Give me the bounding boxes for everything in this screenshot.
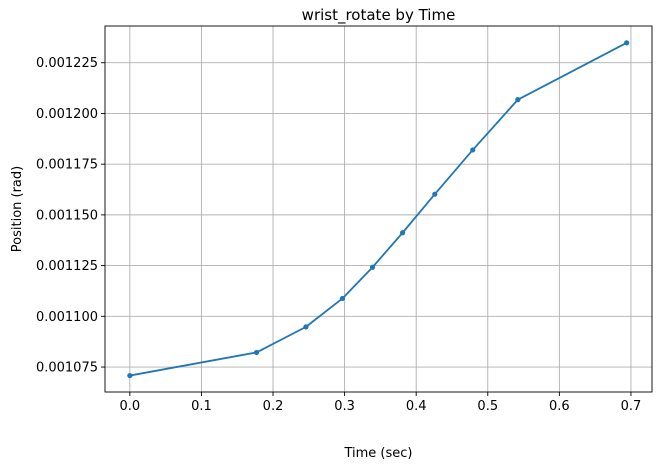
- x-axis-label: Time (sec): [343, 446, 412, 461]
- x-tick-label: 0.0: [119, 399, 140, 414]
- axis-ticks: 0.0 0.1 0.2 0.3 0.4 0.5 0.6 0.7 0.001075 0.001100…: [36, 56, 641, 414]
- series-group: [127, 40, 630, 379]
- data-point: [515, 97, 521, 103]
- chart-title: wrist_rotate by Time: [302, 6, 456, 25]
- x-tick-label: 0.2: [263, 399, 284, 414]
- x-tick-label: 0.3: [334, 399, 355, 414]
- x-tick-label: 0.5: [477, 399, 498, 414]
- y-tick-label: 0.001100: [36, 310, 98, 325]
- series-line: [129, 42, 628, 377]
- x-tick-label: 0.1: [191, 399, 212, 414]
- data-point: [127, 372, 133, 379]
- y-tick-label: 0.001075: [36, 361, 98, 376]
- data-point: [253, 349, 260, 356]
- y-tick-label: 0.001225: [36, 56, 98, 71]
- y-tick-label: 0.001125: [36, 259, 98, 274]
- data-point: [369, 264, 376, 270]
- data-point: [432, 191, 438, 197]
- y-axis-label: Position (rad): [10, 166, 25, 252]
- data-point: [470, 147, 476, 153]
- y-tick-label: 0.001175: [36, 158, 98, 173]
- x-tick-label: 0.6: [549, 399, 570, 414]
- data-point: [399, 230, 406, 236]
- y-tick-label: 0.001150: [36, 208, 98, 223]
- grid-lines: [105, 26, 652, 392]
- x-tick-label: 0.4: [406, 399, 427, 414]
- data-point: [624, 40, 630, 46]
- data-point: [303, 324, 309, 330]
- data-point: [339, 295, 346, 302]
- y-tick-label: 0.001200: [36, 107, 98, 122]
- x-tick-label: 0.7: [621, 399, 642, 414]
- plot-frame: [104, 25, 653, 393]
